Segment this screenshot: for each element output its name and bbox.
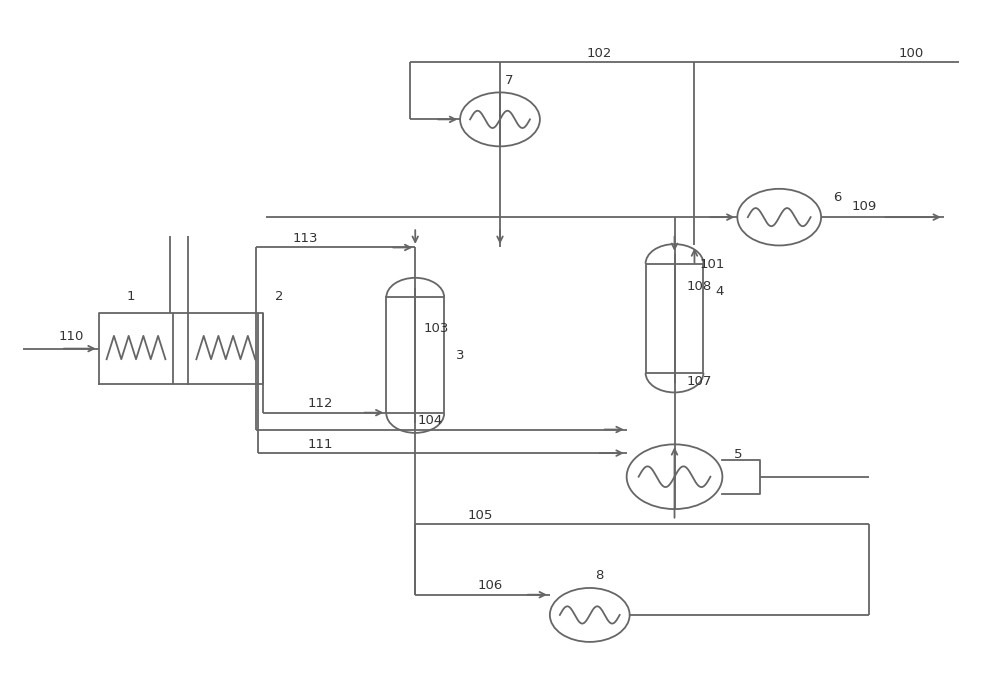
Text: 108: 108 bbox=[686, 280, 712, 293]
Text: 2: 2 bbox=[275, 290, 284, 303]
Text: 7: 7 bbox=[505, 74, 513, 87]
Text: 113: 113 bbox=[293, 232, 318, 245]
Text: 1: 1 bbox=[127, 290, 135, 303]
Text: 112: 112 bbox=[308, 397, 333, 410]
Text: 102: 102 bbox=[587, 47, 612, 60]
Text: 103: 103 bbox=[423, 322, 449, 335]
Text: 107: 107 bbox=[686, 375, 712, 388]
Text: 111: 111 bbox=[308, 438, 333, 451]
Text: 106: 106 bbox=[477, 580, 503, 592]
Text: 4: 4 bbox=[715, 285, 724, 298]
Text: 5: 5 bbox=[734, 447, 743, 460]
Text: 105: 105 bbox=[467, 508, 493, 522]
Text: 104: 104 bbox=[418, 414, 443, 427]
Text: 8: 8 bbox=[595, 569, 603, 582]
Text: 101: 101 bbox=[699, 258, 725, 271]
Bar bbox=[646, 263, 703, 373]
Text: 6: 6 bbox=[833, 191, 841, 204]
Text: 100: 100 bbox=[898, 47, 923, 60]
Bar bbox=[386, 297, 444, 414]
Text: 3: 3 bbox=[456, 349, 465, 362]
Text: 109: 109 bbox=[851, 200, 877, 213]
Text: 110: 110 bbox=[58, 330, 84, 343]
